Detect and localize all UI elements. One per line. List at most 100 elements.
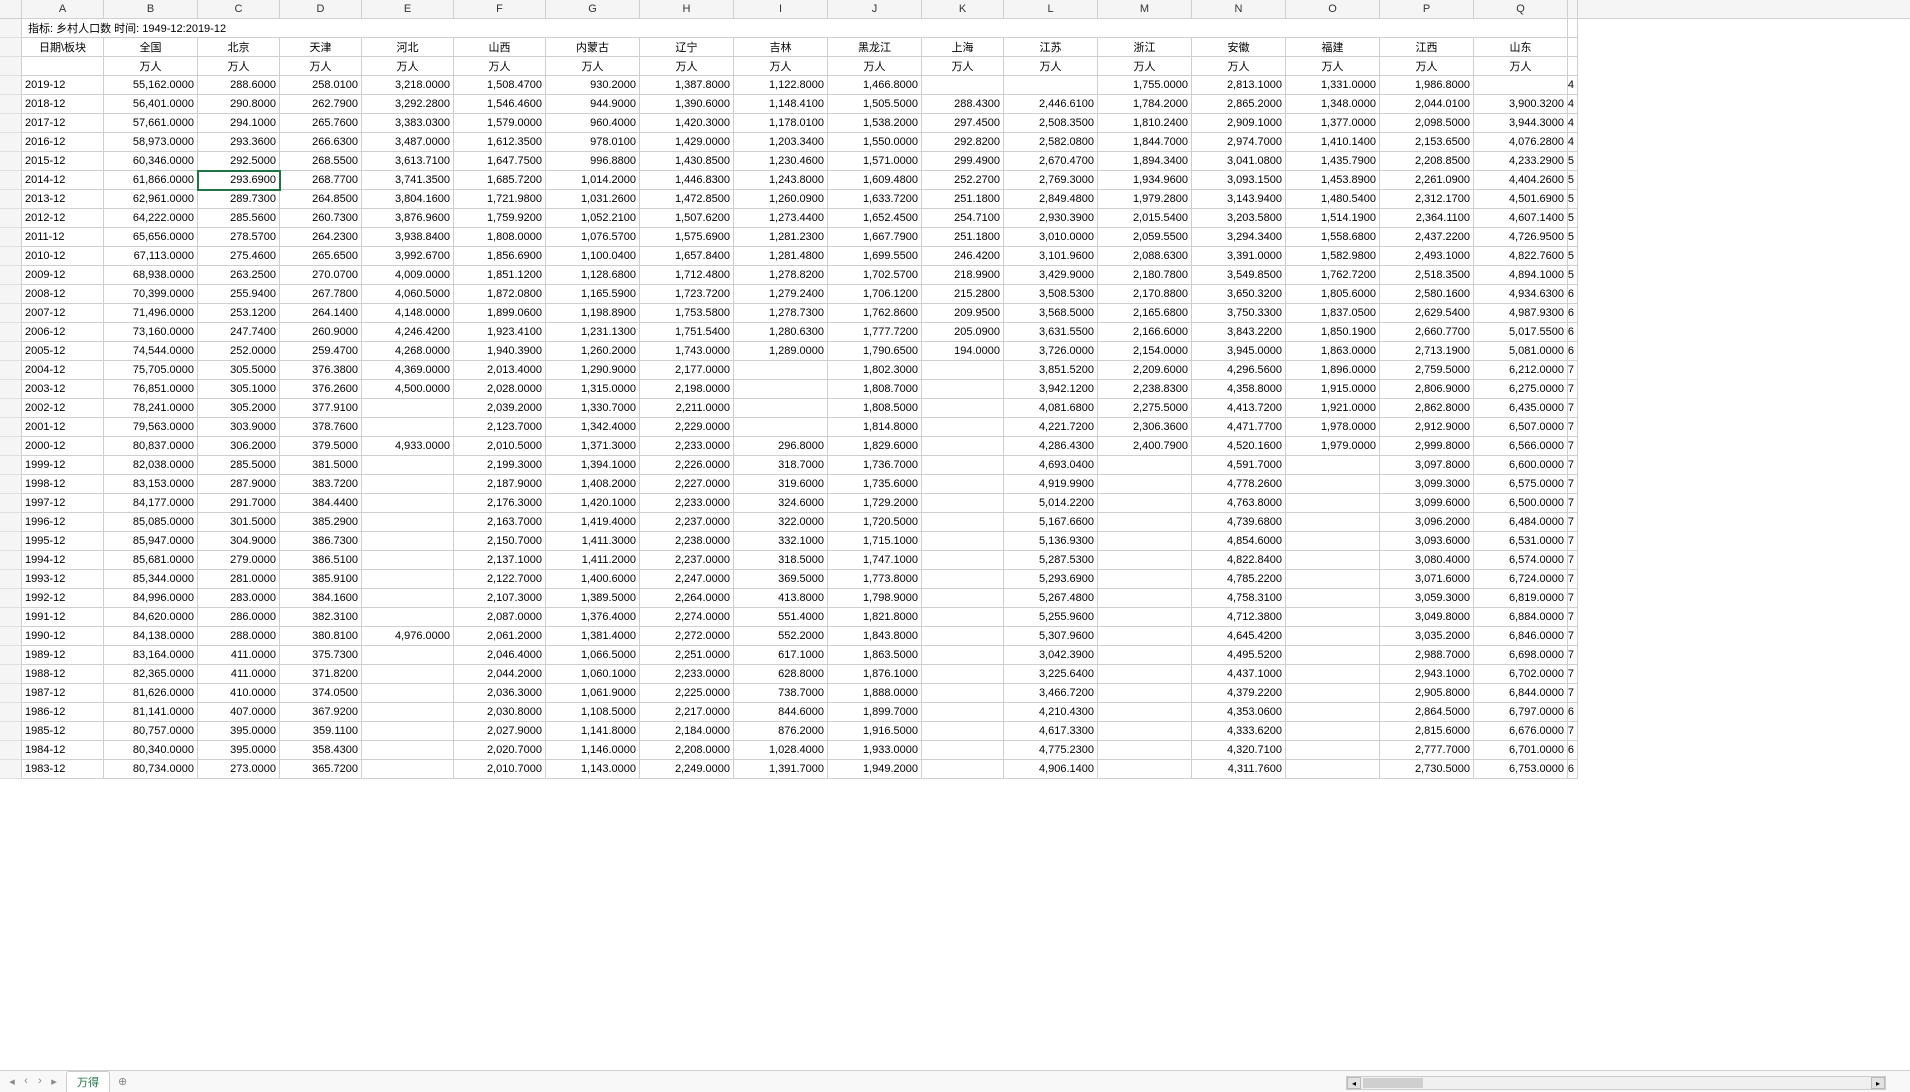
data-cell[interactable]: 2,306.3600 <box>1098 418 1192 437</box>
data-cell[interactable] <box>1286 627 1380 646</box>
data-cell[interactable]: 2,087.0000 <box>454 608 546 627</box>
data-cell[interactable]: 4,822.7600 <box>1474 247 1568 266</box>
data-cell[interactable]: 2,217.0000 <box>640 703 734 722</box>
data-cell[interactable]: 3,429.9000 <box>1004 266 1098 285</box>
data-cell[interactable]: 1,582.9800 <box>1286 247 1380 266</box>
scroll-thumb[interactable] <box>1363 1078 1423 1088</box>
data-cell[interactable]: 209.9500 <box>922 304 1004 323</box>
data-cell[interactable]: 293.3600 <box>198 133 280 152</box>
data-cell[interactable]: 4,778.2600 <box>1192 475 1286 494</box>
data-cell[interactable]: 4,320.7100 <box>1192 741 1286 760</box>
data-cell[interactable]: 6,600.0000 <box>1474 456 1568 475</box>
data-cell[interactable]: 6,574.0000 <box>1474 551 1568 570</box>
col-header-H[interactable]: H <box>640 0 734 18</box>
data-cell[interactable]: 287.9000 <box>198 475 280 494</box>
data-cell[interactable]: 62,961.0000 <box>104 190 198 209</box>
data-cell[interactable]: 1,410.1400 <box>1286 133 1380 152</box>
data-cell[interactable]: 1,979.0000 <box>1286 437 1380 456</box>
data-cell[interactable]: 1,389.5000 <box>546 589 640 608</box>
data-cell[interactable]: 4,076.2800 <box>1474 133 1568 152</box>
data-cell[interactable]: 1,762.8600 <box>828 304 922 323</box>
data-cell[interactable]: 84,177.0000 <box>104 494 198 513</box>
data-cell[interactable]: 2,493.1000 <box>1380 247 1474 266</box>
data-cell[interactable] <box>1098 551 1192 570</box>
row-header[interactable] <box>0 95 22 114</box>
data-cell[interactable]: 2,233.0000 <box>640 665 734 684</box>
data-cell[interactable]: 1,558.6800 <box>1286 228 1380 247</box>
header-region[interactable]: 河北 <box>362 38 454 57</box>
data-cell[interactable] <box>922 399 1004 418</box>
data-cell[interactable] <box>1286 722 1380 741</box>
select-all-corner[interactable] <box>0 0 22 18</box>
col-header-K[interactable]: K <box>922 0 1004 18</box>
add-sheet-icon[interactable]: ⊕ <box>110 1075 135 1088</box>
col-header-J[interactable]: J <box>828 0 922 18</box>
data-cell[interactable] <box>362 608 454 627</box>
data-cell[interactable]: 383.7200 <box>280 475 362 494</box>
data-cell[interactable]: 375.7300 <box>280 646 362 665</box>
row-header[interactable] <box>0 323 22 342</box>
data-cell[interactable]: 1,289.0000 <box>734 342 828 361</box>
data-cell[interactable]: 1,808.7000 <box>828 380 922 399</box>
data-cell[interactable]: 2,208.8500 <box>1380 152 1474 171</box>
data-cell[interactable]: 2,237.0000 <box>640 513 734 532</box>
data-cell[interactable]: 3,143.9400 <box>1192 190 1286 209</box>
data-cell[interactable]: 1,723.7200 <box>640 285 734 304</box>
data-cell[interactable] <box>362 399 454 418</box>
data-cell[interactable]: 319.6000 <box>734 475 828 494</box>
data-cell[interactable] <box>362 513 454 532</box>
overflow-cell[interactable]: 7 <box>1568 513 1578 532</box>
data-cell[interactable]: 291.7000 <box>198 494 280 513</box>
row-header[interactable] <box>0 38 22 57</box>
data-cell[interactable]: 1,273.4400 <box>734 209 828 228</box>
data-cell[interactable]: 3,945.0000 <box>1192 342 1286 361</box>
header-region[interactable]: 北京 <box>198 38 280 57</box>
header-region[interactable]: 山东 <box>1474 38 1568 57</box>
data-cell[interactable]: 305.2000 <box>198 399 280 418</box>
data-cell[interactable]: 2,629.5400 <box>1380 304 1474 323</box>
data-cell[interactable]: 81,626.0000 <box>104 684 198 703</box>
data-cell[interactable]: 1,759.9200 <box>454 209 546 228</box>
row-header[interactable] <box>0 513 22 532</box>
data-cell[interactable] <box>1098 646 1192 665</box>
data-cell[interactable]: 1,777.7200 <box>828 323 922 342</box>
data-cell[interactable]: 268.5500 <box>280 152 362 171</box>
data-cell[interactable]: 996.8800 <box>546 152 640 171</box>
data-cell[interactable]: 876.2000 <box>734 722 828 741</box>
data-cell[interactable]: 376.2600 <box>280 380 362 399</box>
row-header[interactable] <box>0 684 22 703</box>
data-cell[interactable]: 1,243.8000 <box>734 171 828 190</box>
data-cell[interactable]: 1,715.1000 <box>828 532 922 551</box>
col-header-N[interactable]: N <box>1192 0 1286 18</box>
data-cell[interactable] <box>922 475 1004 494</box>
data-cell[interactable]: 1,657.8400 <box>640 247 734 266</box>
data-cell[interactable]: 85,344.0000 <box>104 570 198 589</box>
data-cell[interactable]: 84,138.0000 <box>104 627 198 646</box>
data-cell[interactable]: 1,899.0600 <box>454 304 546 323</box>
data-cell[interactable]: 2,580.1600 <box>1380 285 1474 304</box>
data-cell[interactable]: 84,996.0000 <box>104 589 198 608</box>
header-unit[interactable]: 万人 <box>640 57 734 76</box>
data-cell[interactable]: 2,030.8000 <box>454 703 546 722</box>
data-cell[interactable]: 288.0000 <box>198 627 280 646</box>
date-cell[interactable]: 1986-12 <box>22 703 104 722</box>
data-cell[interactable]: 1,446.8300 <box>640 171 734 190</box>
data-cell[interactable]: 2,974.7000 <box>1192 133 1286 152</box>
data-cell[interactable]: 3,568.5000 <box>1004 304 1098 323</box>
col-header-L[interactable]: L <box>1004 0 1098 18</box>
data-cell[interactable] <box>1098 589 1192 608</box>
data-cell[interactable]: 82,038.0000 <box>104 456 198 475</box>
data-cell[interactable]: 4,353.0600 <box>1192 703 1286 722</box>
date-cell[interactable]: 1988-12 <box>22 665 104 684</box>
date-cell[interactable]: 1993-12 <box>22 570 104 589</box>
data-cell[interactable]: 4,413.7200 <box>1192 399 1286 418</box>
data-cell[interactable] <box>1286 646 1380 665</box>
data-cell[interactable]: 2,137.1000 <box>454 551 546 570</box>
data-cell[interactable]: 2,123.7000 <box>454 418 546 437</box>
data-cell[interactable]: 4,906.1400 <box>1004 760 1098 779</box>
data-cell[interactable]: 1,061.9000 <box>546 684 640 703</box>
data-cell[interactable]: 5,136.9300 <box>1004 532 1098 551</box>
data-cell[interactable]: 264.8500 <box>280 190 362 209</box>
data-cell[interactable]: 3,613.7100 <box>362 152 454 171</box>
row-header[interactable] <box>0 608 22 627</box>
